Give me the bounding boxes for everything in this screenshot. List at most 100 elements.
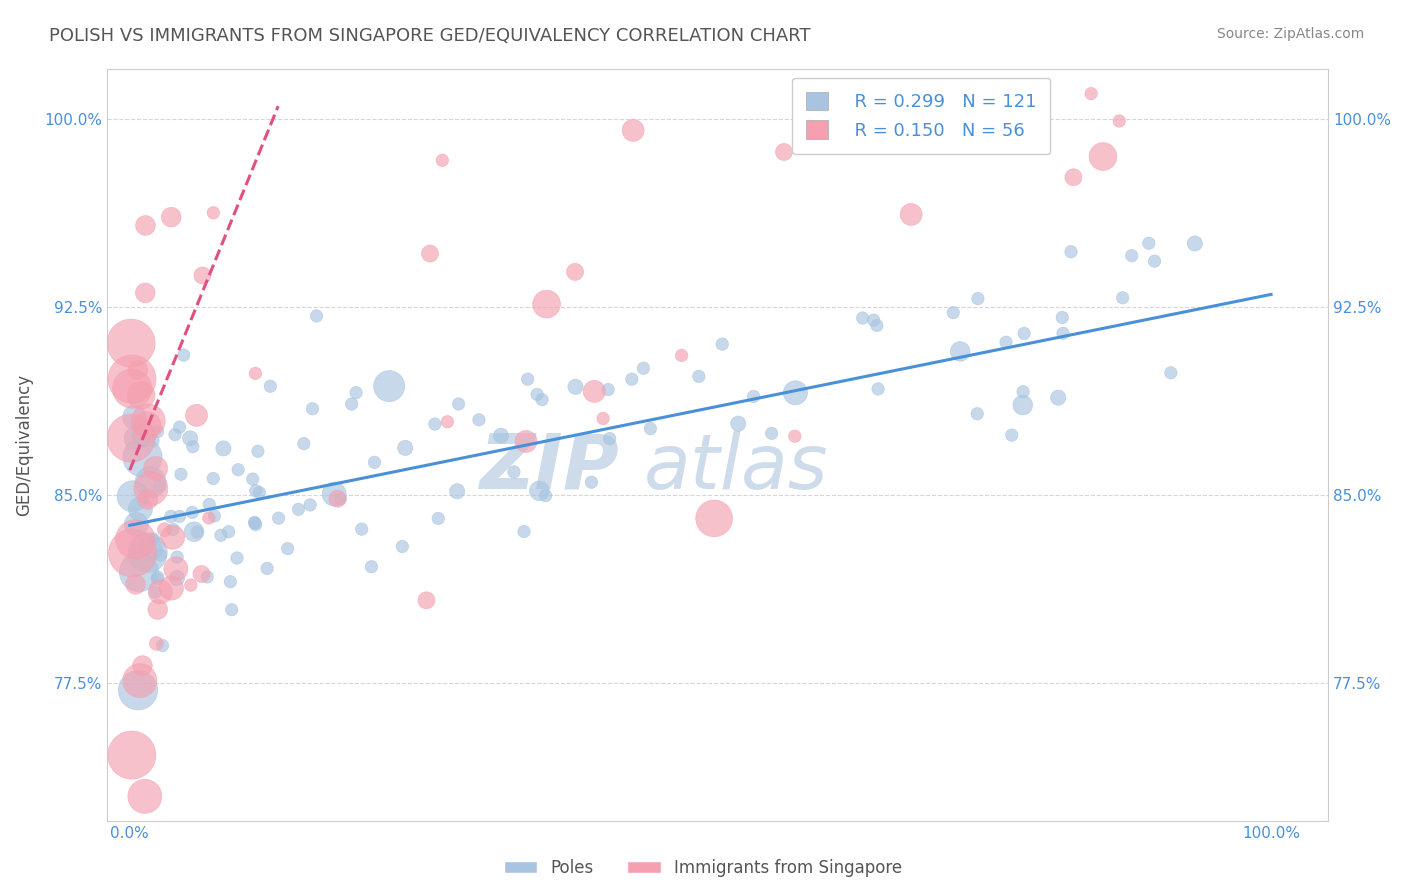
Point: [131, 658, 153, 673]
Text: ZIP: ZIP: [479, 431, 620, 505]
Point: [489, 428, 512, 442]
Point: [742, 389, 765, 403]
Point: [136, 414, 159, 428]
Point: [149, 548, 172, 562]
Point: [267, 511, 290, 525]
Point: [727, 417, 749, 431]
Point: [287, 502, 309, 516]
Point: [344, 385, 367, 400]
Point: [160, 210, 183, 224]
Point: [146, 602, 169, 616]
Point: [162, 523, 184, 537]
Point: [159, 509, 181, 524]
Point: [202, 471, 225, 485]
Point: [503, 465, 526, 479]
Point: [121, 489, 143, 503]
Point: [513, 524, 536, 539]
Point: [160, 581, 183, 595]
Point: [186, 524, 208, 539]
Point: [256, 561, 278, 575]
Point: [245, 517, 267, 532]
Point: [633, 361, 655, 376]
Point: [142, 434, 165, 448]
Point: [139, 475, 162, 490]
Point: [785, 385, 807, 400]
Point: [419, 246, 441, 260]
Y-axis label: GED/Equivalency: GED/Equivalency: [15, 374, 32, 516]
Point: [1108, 114, 1130, 128]
Point: [226, 463, 249, 477]
Point: [181, 440, 204, 454]
Point: [598, 383, 620, 397]
Point: [204, 508, 226, 523]
Point: [121, 372, 143, 386]
Point: [1091, 149, 1114, 163]
Point: [190, 566, 212, 581]
Point: [299, 498, 322, 512]
Point: [243, 516, 266, 530]
Legend:   R = 0.299   N = 121,   R = 0.150   N = 56: R = 0.299 N = 121, R = 0.150 N = 56: [792, 78, 1050, 154]
Point: [173, 348, 195, 362]
Point: [277, 541, 299, 556]
Point: [432, 153, 454, 168]
Point: [1121, 249, 1143, 263]
Point: [326, 491, 349, 506]
Point: [127, 363, 149, 377]
Point: [536, 297, 558, 311]
Point: [620, 372, 643, 386]
Legend: Poles, Immigrants from Singapore: Poles, Immigrants from Singapore: [498, 853, 908, 884]
Point: [121, 382, 143, 396]
Point: [125, 432, 148, 446]
Text: POLISH VS IMMIGRANTS FROM SINGAPORE GED/EQUIVALENCY CORRELATION CHART: POLISH VS IMMIGRANTS FROM SINGAPORE GED/…: [49, 27, 811, 45]
Point: [136, 418, 159, 433]
Point: [340, 397, 363, 411]
Point: [146, 425, 169, 439]
Point: [142, 532, 165, 546]
Point: [583, 384, 606, 399]
Point: [900, 207, 922, 221]
Point: [423, 417, 446, 431]
Point: [212, 442, 235, 456]
Point: [1001, 428, 1024, 442]
Point: [191, 268, 214, 283]
Point: [209, 528, 232, 542]
Point: [124, 577, 146, 591]
Point: [166, 550, 188, 565]
Text: Source: ZipAtlas.com: Source: ZipAtlas.com: [1216, 27, 1364, 41]
Point: [868, 382, 890, 396]
Text: atlas: atlas: [644, 431, 828, 505]
Point: [128, 565, 150, 579]
Point: [866, 318, 889, 333]
Point: [145, 636, 167, 650]
Point: [564, 265, 586, 279]
Point: [132, 428, 155, 442]
Point: [180, 578, 202, 592]
Point: [436, 415, 458, 429]
Point: [129, 388, 152, 402]
Point: [323, 487, 346, 501]
Point: [166, 571, 188, 585]
Point: [391, 540, 413, 554]
Point: [516, 372, 538, 386]
Point: [139, 541, 162, 556]
Point: [121, 546, 143, 560]
Point: [1137, 236, 1160, 251]
Point: [363, 455, 385, 469]
Point: [529, 483, 551, 498]
Point: [967, 292, 990, 306]
Point: [245, 483, 267, 498]
Point: [515, 434, 537, 449]
Point: [427, 511, 450, 525]
Point: [198, 497, 221, 511]
Point: [773, 145, 796, 159]
Point: [564, 380, 586, 394]
Point: [183, 524, 205, 539]
Point: [198, 511, 221, 525]
Point: [131, 450, 153, 465]
Point: [534, 489, 557, 503]
Point: [621, 123, 644, 137]
Point: [218, 524, 240, 539]
Point: [259, 379, 281, 393]
Point: [711, 337, 734, 351]
Point: [145, 461, 167, 475]
